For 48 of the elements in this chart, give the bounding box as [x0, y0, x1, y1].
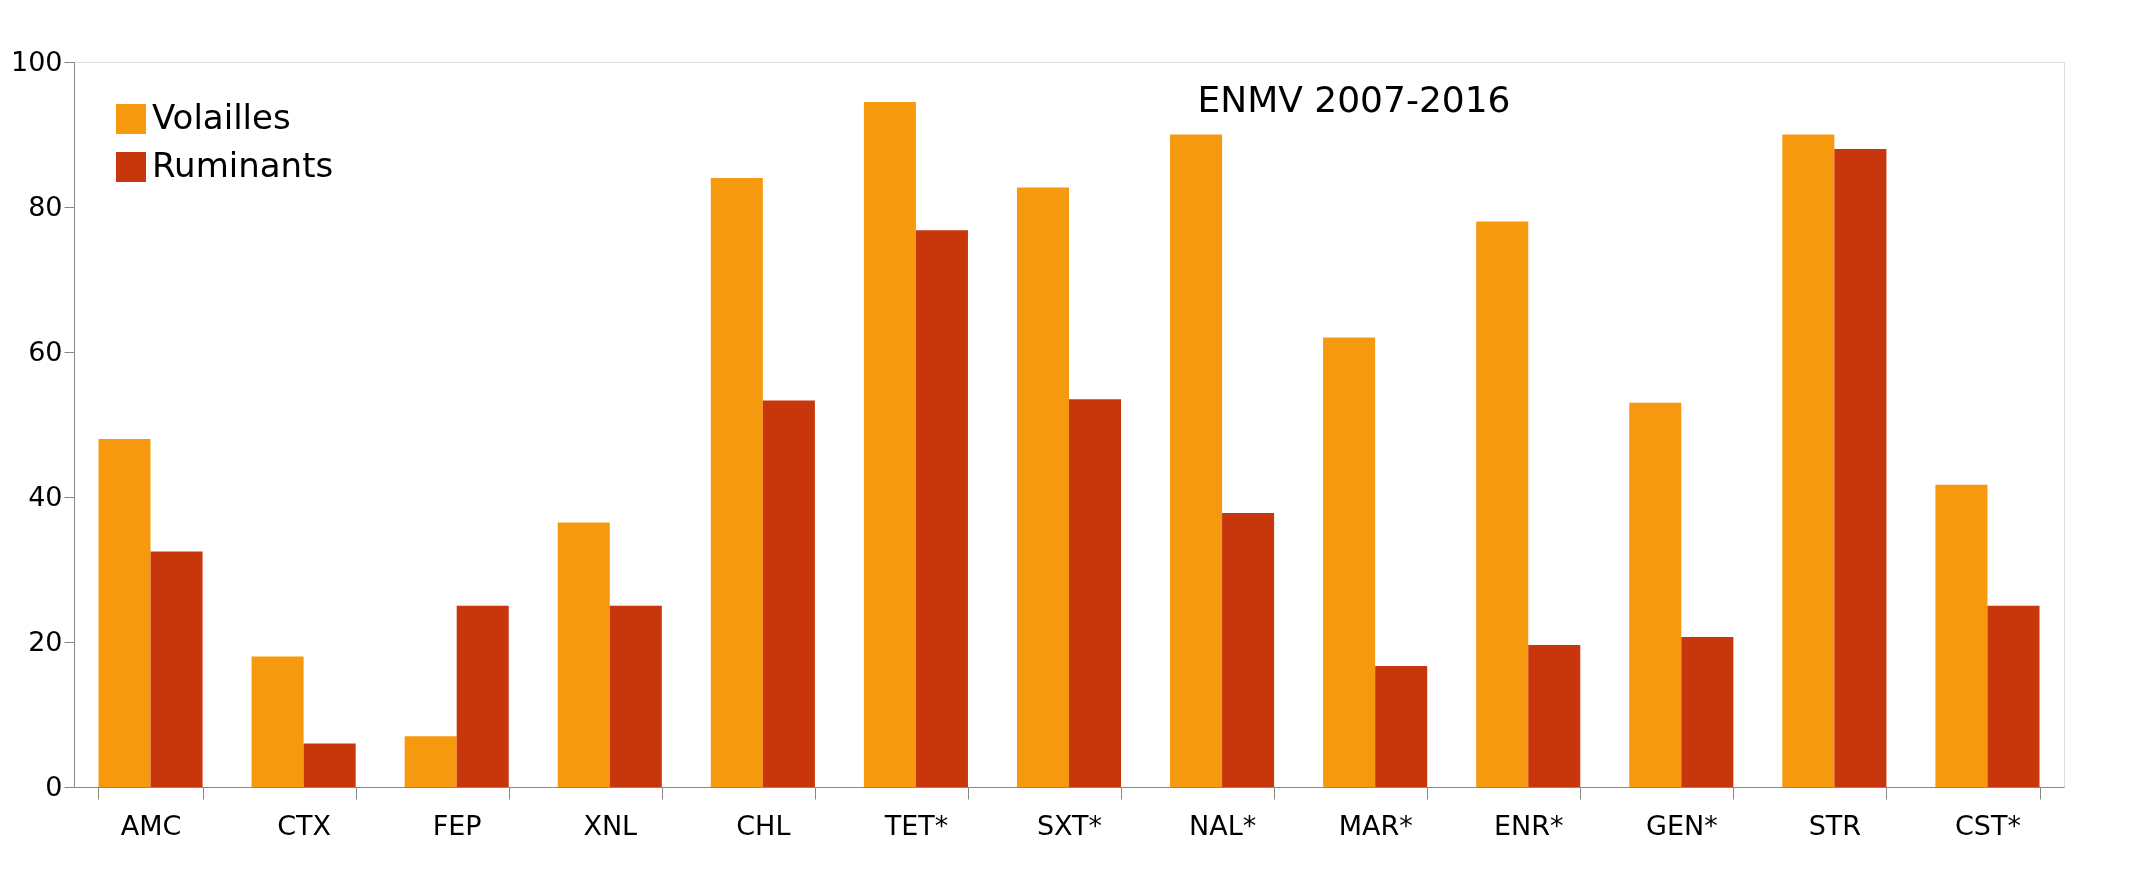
x-tick-label: FEP [432, 809, 482, 841]
bar [1016, 187, 1069, 787]
y-tick-label: 100 [10, 45, 63, 77]
x-tick-label: AMC [120, 809, 182, 841]
legend-label: Volailles [152, 97, 291, 137]
bar [98, 439, 151, 787]
y-tick-label: 20 [28, 625, 63, 657]
bar [915, 230, 968, 787]
x-tick-label: CHL [736, 809, 791, 841]
x-tick-label: TET* [883, 809, 949, 841]
bar [1375, 665, 1428, 787]
x-tick-label: STR [1808, 809, 1862, 841]
bar [404, 736, 457, 787]
x-tick-label: ENR* [1493, 809, 1564, 841]
y-tick-label: 0 [45, 770, 63, 802]
bar [1681, 636, 1734, 787]
text: ENMV 2007-2016 [1197, 79, 1511, 120]
bar [609, 605, 662, 787]
bar [1323, 337, 1376, 787]
legend-label: Ruminants [152, 145, 334, 185]
bar [1987, 605, 2040, 787]
bar [1782, 134, 1835, 787]
y-tick-label: 40 [28, 480, 63, 512]
bar [710, 178, 763, 787]
x-tick-label: CST* [1954, 809, 2021, 841]
bar [1834, 149, 1887, 787]
y-tick-label: 80 [28, 190, 63, 222]
x-tick-label: GEN* [1645, 809, 1718, 841]
bar [1476, 221, 1529, 787]
bar [303, 743, 356, 787]
x-tick-label: CTX [277, 809, 332, 841]
x-tick-label: XNL [583, 809, 638, 841]
bar [1629, 402, 1682, 787]
bar [456, 605, 509, 787]
x-tick-label: SXT* [1036, 809, 1103, 841]
x-tick-label: MAR* [1338, 809, 1413, 841]
bar [1222, 512, 1275, 787]
bar [1069, 399, 1122, 787]
bar [762, 400, 815, 787]
bar [251, 656, 304, 787]
bar [1935, 484, 1988, 787]
y-tick-label: 60 [28, 335, 63, 367]
bar [1528, 644, 1581, 787]
bar [557, 522, 610, 787]
x-tick-label: NAL* [1188, 809, 1257, 841]
bar [150, 551, 203, 787]
bar [863, 101, 916, 787]
bar [1170, 134, 1223, 787]
